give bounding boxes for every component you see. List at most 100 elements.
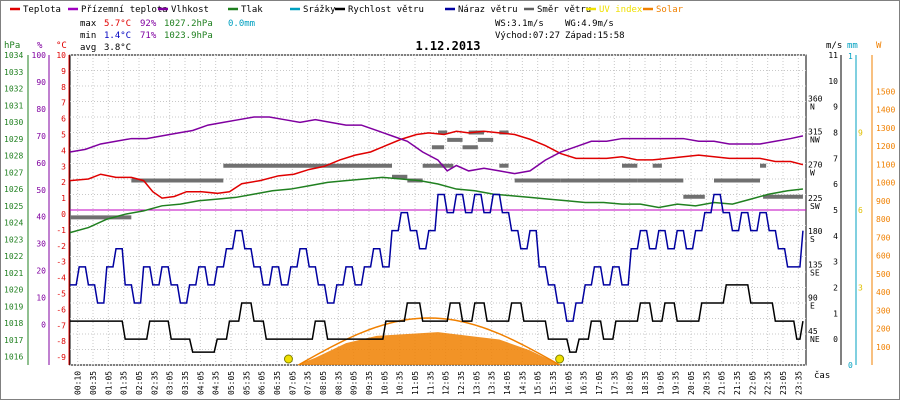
pressure-tick: 1033 — [4, 68, 23, 77]
wind-dir-tick: 270 — [808, 161, 823, 170]
legend-label: UV index — [599, 5, 643, 15]
uv-tick: 9 — [858, 129, 863, 138]
solar-tick: 1400 — [876, 106, 895, 115]
wind-speed-tick: 3 — [833, 258, 838, 267]
x-tick-label: 04:05 — [196, 371, 205, 395]
stats-avg-temp: 3.8°C — [104, 43, 131, 53]
wind-speed-tick: 8 — [833, 129, 838, 138]
x-tick-label: 10:05 — [380, 371, 389, 395]
humidity-tick: 70 — [36, 132, 46, 141]
pressure-tick: 1020 — [4, 286, 23, 295]
sun-curve — [298, 317, 561, 366]
x-tick-label: 21:35 — [733, 371, 742, 395]
wind-speed-tick: 9 — [833, 103, 838, 112]
wind-dir-tick: 315 — [808, 128, 823, 137]
series-line-vlhkost — [69, 116, 804, 175]
x-tick-label: 00:10 — [74, 371, 83, 395]
stats-panel: max 5.7°C 92% 1027.2hPa 0.0mm min 1.4°C … — [80, 19, 625, 53]
temperature-tick: 2 — [61, 178, 66, 187]
stats-max-rain: 0.0mm — [228, 19, 255, 29]
x-tick-label: 09:05 — [350, 371, 359, 395]
solar-tick: 800 — [876, 215, 891, 224]
unit-ms: m/s — [826, 41, 842, 51]
temperature-tick: 4 — [61, 146, 66, 155]
temperature-tick: 9 — [61, 67, 66, 76]
x-tick-label: 09:35 — [365, 371, 374, 395]
temperature-tick: -4 — [56, 274, 66, 283]
grid — [69, 54, 807, 366]
x-tick-label: 04:35 — [212, 371, 221, 395]
x-tick-label: 14:35 — [518, 371, 527, 395]
stats-sunset: Západ:15:58 — [565, 31, 625, 41]
chart-title: 1.12.2013 — [415, 39, 480, 53]
temperature-tick: -1 — [56, 226, 66, 235]
x-axis: 00:10 00:35 01:05 01:35 02:05 02:35 03:05 03:35… — [74, 371, 804, 395]
stats-max-temp: 5.7°C — [104, 19, 131, 29]
series-line-tlak — [69, 176, 804, 234]
temperature-tick: 1 — [61, 194, 66, 203]
wind-dir-tick: 135 — [808, 260, 823, 269]
unit-labels: hPa % °C m/s mm W — [4, 41, 882, 51]
wind-speed-tick: 2 — [833, 284, 838, 293]
legend-label: Směr větru — [537, 5, 591, 15]
x-tick-label: 17:05 — [595, 371, 604, 395]
sunset-marker — [555, 354, 565, 364]
x-tick-label: 22:35 — [764, 371, 773, 395]
solar-tick: 1100 — [876, 160, 895, 169]
x-tick-label: 13:05 — [472, 371, 481, 395]
solar-tick: 600 — [876, 252, 891, 261]
x-tick-label: 11:35 — [426, 371, 435, 395]
stats-avg-label: avg — [80, 43, 96, 53]
rain-tick: 1 — [848, 52, 853, 61]
temperature-tick: 0 — [61, 210, 66, 219]
pressure-tick: 1023 — [4, 235, 23, 244]
humidity-tick: 0 — [41, 321, 46, 330]
humidity-tick: 90 — [36, 78, 46, 87]
uv-tick: 6 — [858, 206, 863, 215]
uv-tick: 3 — [858, 284, 863, 293]
x-tick-label: 06:35 — [273, 371, 282, 395]
x-tick-label: 03:35 — [181, 371, 190, 395]
temperature-tick: 10 — [56, 51, 66, 60]
legend-label: Srážky — [303, 5, 336, 15]
wind-dir-label: SE — [810, 268, 820, 277]
temperature-tick: 7 — [61, 99, 66, 108]
series-line-náraz-větru — [70, 193, 804, 322]
temperature-tick: -2 — [56, 242, 66, 251]
solar-tick: 500 — [876, 270, 891, 279]
stats-min-temp: 1.4°C — [104, 31, 131, 41]
x-tick-label: 01:05 — [104, 371, 113, 395]
pressure-tick: 1027 — [4, 168, 23, 177]
x-tick-label: 16:05 — [564, 371, 573, 395]
solar-tick: 900 — [876, 197, 891, 206]
pressure-tick: 1024 — [4, 219, 23, 228]
pressure-tick: 1028 — [4, 152, 23, 161]
pressure-tick: 1016 — [4, 353, 23, 362]
wind-speed-tick: 1 — [833, 309, 838, 318]
temperature-tick: 5 — [61, 130, 66, 139]
wind-dir-tick: 90 — [808, 294, 818, 303]
legend-label: Tlak — [241, 5, 263, 15]
wind-dir-label: W — [810, 169, 815, 178]
solar-tick: 1000 — [876, 179, 895, 188]
x-tick-label: 15:05 — [534, 371, 543, 395]
temperature-tick: -7 — [56, 321, 66, 330]
temperature-tick: -8 — [56, 337, 66, 346]
wind-speed-tick: 11 — [828, 51, 838, 60]
humidity-tick: 50 — [36, 186, 46, 195]
x-axis-label: čas — [814, 370, 830, 381]
temperature-tick: -5 — [56, 289, 66, 298]
solar-tick: 1200 — [876, 142, 895, 151]
pressure-tick: 1019 — [4, 302, 23, 311]
series-line-rychlost-větru — [70, 284, 804, 353]
wind-dir-tick: 360 — [808, 94, 823, 103]
x-tick-label: 05:35 — [242, 371, 251, 395]
x-tick-label: 07:35 — [304, 371, 313, 395]
pressure-tick: 1025 — [4, 202, 23, 211]
stats-min-label: min — [80, 31, 96, 41]
x-tick-label: 00:35 — [89, 371, 98, 395]
x-tick-label: 21:05 — [718, 371, 727, 395]
wind-speed-tick: 5 — [833, 206, 838, 215]
x-tick-label: 14:05 — [503, 371, 512, 395]
x-tick-label: 10:35 — [396, 371, 405, 395]
